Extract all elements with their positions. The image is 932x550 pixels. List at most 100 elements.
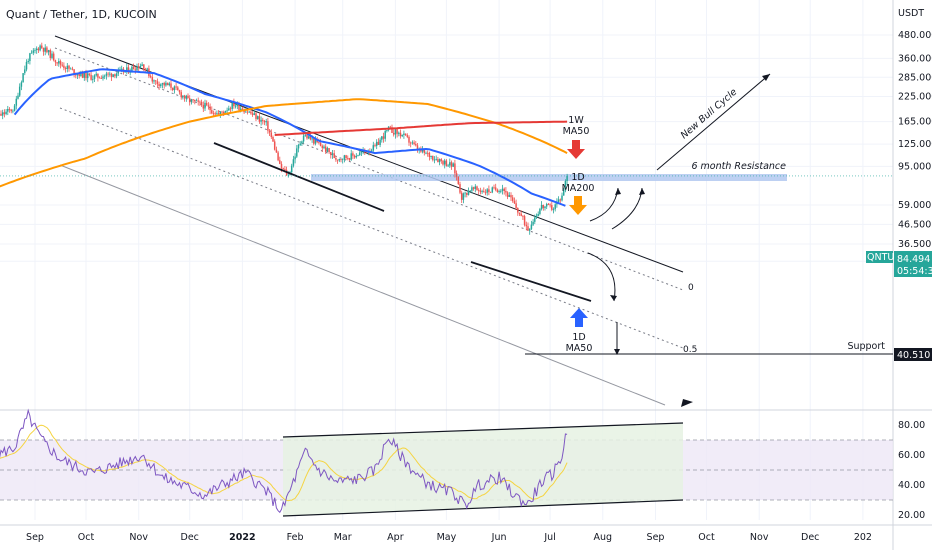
candle-body [544, 206, 546, 209]
candle-body [452, 163, 454, 167]
candle-body [263, 120, 266, 123]
candle-body [199, 101, 201, 103]
candle-body [262, 119, 264, 121]
candle-body [404, 133, 407, 136]
candle-body [37, 48, 40, 51]
candle-body [182, 95, 184, 98]
candle-body [83, 72, 86, 78]
candle-body [420, 149, 422, 152]
candle-body [88, 73, 91, 75]
candle-body [403, 133, 405, 135]
candle-body [161, 82, 164, 85]
candle-body [20, 82, 23, 87]
ma-line-1w-ma50 [274, 120, 568, 136]
candle-body [552, 209, 555, 210]
curved-arrow-up-2-head [639, 188, 645, 195]
x-tick-label: Apr [387, 532, 404, 543]
candle-body [554, 204, 556, 210]
candle-body [177, 87, 179, 91]
time-axis[interactable]: Sep Oct Nov Dec 2022 Feb Mar Apr May Jun Jul Aug Sep… [26, 532, 872, 543]
candle-body [384, 131, 386, 139]
candle-body [75, 74, 77, 76]
candle-body [290, 165, 293, 173]
candle-body [455, 173, 458, 177]
candle-body [231, 102, 233, 109]
price-tag-bg [894, 251, 932, 277]
candle-body [18, 86, 21, 96]
ma-line-1d-ma200 [0, 98, 568, 188]
price-axis[interactable]: USDT 480.000 360.000 285.000 225.000 165.000 1… [0, 8, 932, 521]
candle-body [25, 61, 28, 70]
candle-body [132, 66, 135, 70]
candle-body [190, 99, 193, 103]
candle-body [433, 159, 436, 161]
candle-body [530, 224, 533, 229]
candle-body [545, 204, 548, 207]
arrow-ma50-1d [570, 308, 588, 327]
candle-body [348, 158, 351, 160]
candle-body [338, 159, 341, 161]
candle-body [241, 108, 244, 111]
candle-body [170, 83, 172, 88]
candle-body [114, 74, 116, 77]
candle-body [515, 203, 517, 208]
candle-body [532, 221, 534, 225]
candle-body [347, 157, 349, 159]
candle-body [355, 155, 358, 158]
candle-body [243, 110, 245, 113]
candle-body [287, 174, 290, 176]
candle-body [136, 66, 138, 71]
candle-body [479, 190, 482, 192]
curved-arrow-down [587, 252, 616, 302]
candle-body [187, 95, 189, 99]
candle-body [39, 45, 41, 51]
candle-body [471, 187, 473, 191]
candle-body [372, 145, 375, 151]
candle-body [120, 68, 123, 70]
candle-body [323, 146, 325, 149]
candle-body [483, 191, 485, 193]
candle-body [105, 73, 108, 76]
candle-body [505, 190, 507, 193]
candle-body [398, 132, 400, 134]
candle-body [275, 149, 278, 153]
candle-body [375, 141, 378, 146]
rsi-y-tick-label: 80.00 [898, 420, 925, 431]
support-label: Support [847, 341, 885, 352]
candle-body [59, 61, 62, 65]
candle-body [51, 53, 53, 58]
candle-body [566, 175, 568, 182]
candle-body [426, 152, 429, 154]
candle-body [272, 137, 274, 142]
candle-body [537, 214, 539, 216]
candle-body [66, 65, 69, 69]
candle-body [486, 189, 488, 193]
candle-body [389, 126, 392, 128]
candle-body [399, 132, 402, 137]
candle-body [406, 135, 409, 137]
candle-body [112, 74, 114, 77]
candle-body [47, 50, 50, 53]
channel-end-arrow [681, 399, 693, 407]
candle-body [205, 102, 208, 106]
candle-body [117, 69, 120, 74]
candle-body [221, 111, 223, 113]
candle-body [34, 49, 36, 51]
candle-body [437, 159, 439, 163]
candle-body [219, 111, 222, 115]
candle-body [27, 60, 29, 62]
candle-body [95, 73, 97, 76]
candle-body [248, 111, 250, 113]
candle-body [214, 113, 216, 115]
candle-body [71, 68, 74, 70]
x-tick-label: Feb [287, 532, 304, 543]
candle-body [510, 195, 512, 198]
candle-body [462, 193, 465, 200]
candle-body [44, 47, 46, 52]
candle-body [156, 81, 159, 85]
candle-body [146, 68, 148, 70]
candle-body [280, 163, 283, 169]
candle-body [432, 155, 434, 160]
candle-body [352, 153, 354, 156]
